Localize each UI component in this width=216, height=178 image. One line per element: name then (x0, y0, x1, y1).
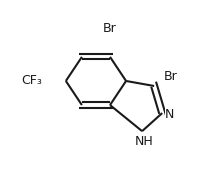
Text: Br: Br (103, 22, 117, 35)
Text: N: N (165, 108, 175, 121)
Text: Br: Br (164, 70, 178, 83)
Text: NH: NH (135, 135, 154, 148)
Text: CF₃: CF₃ (21, 74, 42, 87)
